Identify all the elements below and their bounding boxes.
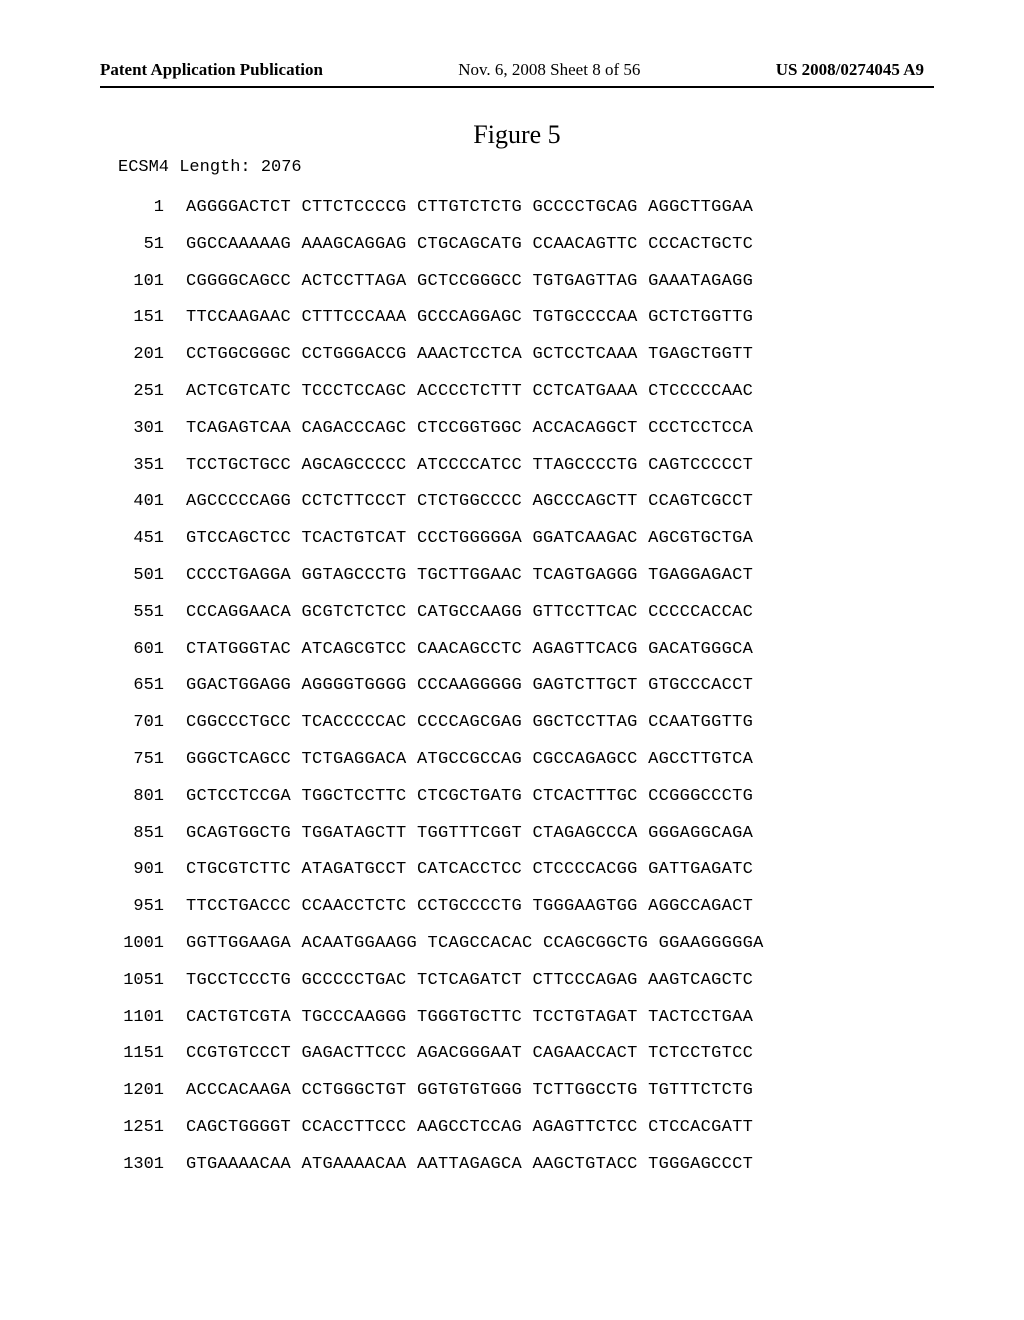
sequence-row: 701CGGCCCTGCC TCACCCCCAC CCCCAGCGAG GGCT…: [100, 714, 934, 731]
sequence-header: ECSM4 Length: 2076: [118, 158, 934, 177]
sequence-row: 1201ACCCACAAGA CCTGGGCTGT GGTGTGTGGG TCT…: [100, 1082, 934, 1099]
sequence-data: CCCAGGAACA GCGTCTCTCC CATGCCAAGG GTTCCTT…: [186, 604, 753, 621]
sequence-row: 1151CCGTGTCCCT GAGACTTCCC AGACGGGAAT CAG…: [100, 1045, 934, 1062]
sequence-row: 351TCCTGCTGCC AGCAGCCCCC ATCCCCATCC TTAG…: [100, 457, 934, 474]
sequence-position: 351: [100, 457, 186, 474]
sequence-row: 1001GGTTGGAAGA ACAATGGAAGG TCAGCCACAC CC…: [100, 935, 934, 952]
sequence-row: 151TTCCAAGAAC CTTTCCCAAA GCCCAGGAGC TGTG…: [100, 309, 934, 326]
sequence-position: 551: [100, 604, 186, 621]
header-center: Nov. 6, 2008 Sheet 8 of 56: [458, 60, 640, 80]
sequence-position: 1151: [100, 1045, 186, 1062]
sequence-data: CACTGTCGTA TGCCCAAGGG TGGGTGCTTC TCCTGTA…: [186, 1009, 753, 1026]
sequence-data: GTCCAGCTCC TCACTGTCAT CCCTGGGGGA GGATCAA…: [186, 530, 753, 547]
sequence-data: GCTCCTCCGA TGGCTCCTTC CTCGCTGATG CTCACTT…: [186, 788, 753, 805]
header-right: US 2008/0274045 A9: [776, 60, 934, 80]
sequence-position: 401: [100, 493, 186, 510]
sequence-position: 251: [100, 383, 186, 400]
sequence-row: 51GGCCAAAAAG AAAGCAGGAG CTGCAGCATG CCAAC…: [100, 236, 934, 253]
sequence-data: TTCCAAGAAC CTTTCCCAAA GCCCAGGAGC TGTGCCC…: [186, 309, 753, 326]
sequence-row: 101CGGGGCAGCC ACTCCTTAGA GCTCCGGGCC TGTG…: [100, 273, 934, 290]
sequence-row: 451GTCCAGCTCC TCACTGTCAT CCCTGGGGGA GGAT…: [100, 530, 934, 547]
sequence-data: TCAGAGTCAA CAGACCCAGC CTCCGGTGGC ACCACAG…: [186, 420, 753, 437]
sequence-row: 1301GTGAAAACAA ATGAAAACAA AATTAGAGCA AAG…: [100, 1156, 934, 1173]
sequence-row: 751GGGCTCAGCC TCTGAGGACA ATGCCGCCAG CGCC…: [100, 751, 934, 768]
sequence-row: 201CCTGGCGGGC CCTGGGACCG AAACTCCTCA GCTC…: [100, 346, 934, 363]
sequence-position: 1251: [100, 1119, 186, 1136]
sequence-position: 501: [100, 567, 186, 584]
publication-header: Patent Application Publication Nov. 6, 2…: [100, 60, 934, 80]
sequence-data: CAGCTGGGGT CCACCTTCCC AAGCCTCCAG AGAGTTC…: [186, 1119, 753, 1136]
sequence-position: 101: [100, 273, 186, 290]
sequence-row: 401AGCCCCCAGG CCTCTTCCCT CTCTGGCCCC AGCC…: [100, 493, 934, 510]
sequence-data: GGTTGGAAGA ACAATGGAAGG TCAGCCACAC CCAGCG…: [186, 935, 764, 952]
sequence-data: CTGCGTCTTC ATAGATGCCT CATCACCTCC CTCCCCA…: [186, 861, 753, 878]
sequence-data: CCGTGTCCCT GAGACTTCCC AGACGGGAAT CAGAACC…: [186, 1045, 753, 1062]
sequence-data: AGCCCCCAGG CCTCTTCCCT CTCTGGCCCC AGCCCAG…: [186, 493, 753, 510]
sequence-data: TTCCTGACCC CCAACCTCTC CCTGCCCCTG TGGGAAG…: [186, 898, 753, 915]
sequence-data: GCAGTGGCTG TGGATAGCTT TGGTTTCGGT CTAGAGC…: [186, 825, 753, 842]
sequence-position: 1201: [100, 1082, 186, 1099]
sequence-row: 551CCCAGGAACA GCGTCTCTCC CATGCCAAGG GTTC…: [100, 604, 934, 621]
header-divider: [100, 86, 934, 88]
sequence-data: GGCCAAAAAG AAAGCAGGAG CTGCAGCATG CCAACAG…: [186, 236, 753, 253]
sequence-position: 801: [100, 788, 186, 805]
sequence-row: 1AGGGGACTCT CTTCTCCCCG CTTGTCTCTG GCCCCT…: [100, 199, 934, 216]
sequence-position: 901: [100, 861, 186, 878]
sequence-position: 1101: [100, 1009, 186, 1026]
sequence-data: TGCCTCCCTG GCCCCCTGAC TCTCAGATCT CTTCCCA…: [186, 972, 753, 989]
sequence-row: 251ACTCGTCATC TCCCTCCAGC ACCCCTCTTT CCTC…: [100, 383, 934, 400]
sequence-data: GTGAAAACAA ATGAAAACAA AATTAGAGCA AAGCTGT…: [186, 1156, 753, 1173]
sequence-position: 651: [100, 677, 186, 694]
sequence-data: ACCCACAAGA CCTGGGCTGT GGTGTGTGGG TCTTGGC…: [186, 1082, 753, 1099]
sequence-position: 701: [100, 714, 186, 731]
sequence-row: 601CTATGGGTAC ATCAGCGTCC CAACAGCCTC AGAG…: [100, 641, 934, 658]
sequence-listing: 1AGGGGACTCT CTTCTCCCCG CTTGTCTCTG GCCCCT…: [100, 199, 934, 1173]
sequence-position: 51: [100, 236, 186, 253]
sequence-position: 451: [100, 530, 186, 547]
sequence-position: 1301: [100, 1156, 186, 1173]
sequence-data: ACTCGTCATC TCCCTCCAGC ACCCCTCTTT CCTCATG…: [186, 383, 753, 400]
sequence-row: 651GGACTGGAGG AGGGGTGGGG CCCAAGGGGG GAGT…: [100, 677, 934, 694]
sequence-data: AGGGGACTCT CTTCTCCCCG CTTGTCTCTG GCCCCTG…: [186, 199, 753, 216]
header-left: Patent Application Publication: [100, 60, 323, 80]
sequence-data: CCTGGCGGGC CCTGGGACCG AAACTCCTCA GCTCCTC…: [186, 346, 753, 363]
sequence-data: CTATGGGTAC ATCAGCGTCC CAACAGCCTC AGAGTTC…: [186, 641, 753, 658]
sequence-row: 851GCAGTGGCTG TGGATAGCTT TGGTTTCGGT CTAG…: [100, 825, 934, 842]
sequence-position: 201: [100, 346, 186, 363]
figure-title: Figure 5: [100, 120, 934, 150]
sequence-row: 301TCAGAGTCAA CAGACCCAGC CTCCGGTGGC ACCA…: [100, 420, 934, 437]
sequence-row: 801GCTCCTCCGA TGGCTCCTTC CTCGCTGATG CTCA…: [100, 788, 934, 805]
sequence-position: 1: [100, 199, 186, 216]
sequence-data: CGGGGCAGCC ACTCCTTAGA GCTCCGGGCC TGTGAGT…: [186, 273, 753, 290]
sequence-data: GGACTGGAGG AGGGGTGGGG CCCAAGGGGG GAGTCTT…: [186, 677, 753, 694]
sequence-row: 1051TGCCTCCCTG GCCCCCTGAC TCTCAGATCT CTT…: [100, 972, 934, 989]
sequence-row: 951TTCCTGACCC CCAACCTCTC CCTGCCCCTG TGGG…: [100, 898, 934, 915]
sequence-position: 751: [100, 751, 186, 768]
sequence-position: 951: [100, 898, 186, 915]
sequence-position: 301: [100, 420, 186, 437]
sequence-data: CCCCTGAGGA GGTAGCCCTG TGCTTGGAAC TCAGTGA…: [186, 567, 753, 584]
sequence-position: 851: [100, 825, 186, 842]
sequence-row: 901CTGCGTCTTC ATAGATGCCT CATCACCTCC CTCC…: [100, 861, 934, 878]
sequence-data: GGGCTCAGCC TCTGAGGACA ATGCCGCCAG CGCCAGA…: [186, 751, 753, 768]
sequence-data: TCCTGCTGCC AGCAGCCCCC ATCCCCATCC TTAGCCC…: [186, 457, 753, 474]
sequence-position: 1001: [100, 935, 186, 952]
sequence-row: 1251CAGCTGGGGT CCACCTTCCC AAGCCTCCAG AGA…: [100, 1119, 934, 1136]
sequence-row: 501CCCCTGAGGA GGTAGCCCTG TGCTTGGAAC TCAG…: [100, 567, 934, 584]
sequence-position: 1051: [100, 972, 186, 989]
sequence-position: 151: [100, 309, 186, 326]
sequence-data: CGGCCCTGCC TCACCCCCAC CCCCAGCGAG GGCTCCT…: [186, 714, 753, 731]
sequence-position: 601: [100, 641, 186, 658]
sequence-row: 1101CACTGTCGTA TGCCCAAGGG TGGGTGCTTC TCC…: [100, 1009, 934, 1026]
